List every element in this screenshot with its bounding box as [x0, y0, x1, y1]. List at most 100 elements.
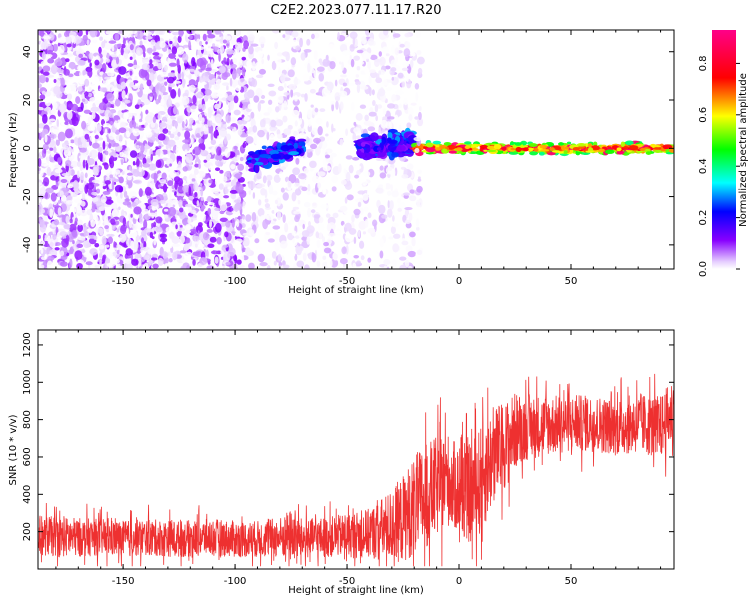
- heatmap-cell: [390, 86, 396, 92]
- heatmap-cell: [257, 50, 263, 59]
- x-tick-label: -100: [224, 276, 247, 287]
- heatmap-cell: [165, 49, 173, 55]
- heatmap-cell: [185, 203, 193, 208]
- heatmap-cell: [195, 133, 201, 138]
- heatmap-cell: [253, 135, 260, 145]
- heatmap-cell: [38, 198, 42, 204]
- heatmap-cell: [348, 164, 354, 174]
- heatmap-cell: [59, 261, 68, 267]
- heatmap-cell: [164, 64, 168, 72]
- heatmap-cell: [74, 221, 78, 226]
- heatmap-cell: [342, 82, 347, 87]
- heatmap-cell: [391, 76, 395, 81]
- heatmap-cell: [46, 166, 51, 176]
- heatmap-cell: [86, 182, 95, 190]
- heatmap-cell: [167, 168, 171, 172]
- heatmap-cell: [275, 119, 284, 127]
- heatmap-cell: [111, 180, 115, 191]
- heatmap-cell: [45, 53, 53, 58]
- heatmap-cell: [448, 150, 457, 154]
- heatmap-cell: [48, 133, 57, 140]
- heatmap-cell: [94, 100, 101, 106]
- heatmap-cell: [75, 96, 81, 105]
- heatmap-cell: [65, 160, 72, 167]
- heatmap-cell: [273, 174, 281, 183]
- heatmap-cell: [210, 131, 214, 142]
- heatmap-cell: [387, 103, 396, 109]
- heatmap-cell: [102, 190, 111, 195]
- heatmap-cell: [76, 133, 80, 138]
- heatmap-cell: [302, 134, 307, 140]
- heatmap-cell: [260, 94, 266, 100]
- heatmap-cell: [120, 46, 124, 56]
- heatmap-cell: [332, 212, 339, 219]
- heatmap-cell: [206, 228, 213, 233]
- heatmap-cell: [153, 238, 157, 246]
- heatmap-cell: [288, 145, 294, 150]
- heatmap-cell: [114, 184, 124, 193]
- heatmap-cell: [231, 69, 237, 80]
- heatmap-cell: [159, 200, 166, 204]
- heatmap-cell: [129, 70, 133, 76]
- heatmap-cell: [307, 119, 312, 128]
- heatmap-cell: [414, 147, 420, 154]
- heatmap-cell: [348, 228, 357, 235]
- heatmap-cell: [223, 32, 228, 42]
- heatmap-cell: [116, 91, 119, 100]
- heatmap-cell: [391, 190, 399, 198]
- heatmap-cell: [124, 255, 132, 259]
- heatmap-cell: [149, 59, 153, 65]
- heatmap-cell: [109, 174, 114, 179]
- heatmap-cell: [99, 245, 105, 250]
- heatmap-cell: [234, 199, 241, 204]
- heatmap-cell: [132, 112, 138, 116]
- heatmap-cell: [94, 242, 100, 248]
- heatmap-cell: [231, 217, 236, 228]
- heatmap-cell: [564, 146, 570, 150]
- heatmap-cell: [285, 30, 292, 35]
- heatmap-cell: [278, 171, 284, 179]
- heatmap-cell: [101, 235, 107, 246]
- heatmap-cell: [379, 237, 384, 248]
- heatmap-cell: [227, 108, 231, 114]
- heatmap-cell: [191, 169, 195, 175]
- heatmap-cell: [235, 238, 243, 244]
- heatmap-cell: [52, 43, 58, 52]
- heatmap-cell: [168, 62, 177, 67]
- heatmap-cell: [409, 59, 414, 69]
- heatmap-cell: [49, 31, 55, 41]
- heatmap-cell: [410, 52, 416, 57]
- heatmap-cell: [237, 129, 243, 136]
- heatmap-cell: [383, 258, 391, 266]
- heatmap-cell: [353, 55, 361, 61]
- heatmap-cell: [317, 229, 325, 234]
- heatmap-cell: [390, 184, 393, 192]
- heatmap-cell: [125, 79, 135, 89]
- colorbar-tick-label: 0.6: [698, 107, 709, 123]
- heatmap-cell: [425, 142, 434, 148]
- heatmap-cell: [397, 207, 402, 212]
- heatmap-cell: [114, 98, 121, 107]
- heatmap-cell: [42, 113, 48, 124]
- heatmap-cell: [61, 238, 69, 248]
- heatmap-cell: [234, 231, 241, 237]
- heatmap-cell: [291, 191, 297, 202]
- heatmap-cell: [242, 101, 250, 106]
- heatmap-cell: [243, 91, 251, 100]
- heatmap-cell: [115, 134, 124, 141]
- heatmap-cell: [132, 224, 137, 230]
- heatmap-cell: [349, 43, 355, 52]
- heatmap-cell: [346, 194, 354, 201]
- heatmap-cell: [138, 125, 142, 129]
- heatmap-cell: [598, 148, 605, 153]
- heatmap-cell: [98, 102, 107, 111]
- heatmap-cell: [668, 147, 674, 153]
- heatmap-cell: [155, 226, 163, 233]
- heatmap-cell: [118, 66, 127, 75]
- heatmap-cell: [80, 171, 85, 181]
- heatmap-cell: [86, 228, 94, 233]
- heatmap-cell: [349, 31, 358, 39]
- heatmap-cell: [264, 198, 269, 203]
- heatmap-cell: [370, 54, 378, 61]
- heatmap-cell: [218, 199, 222, 206]
